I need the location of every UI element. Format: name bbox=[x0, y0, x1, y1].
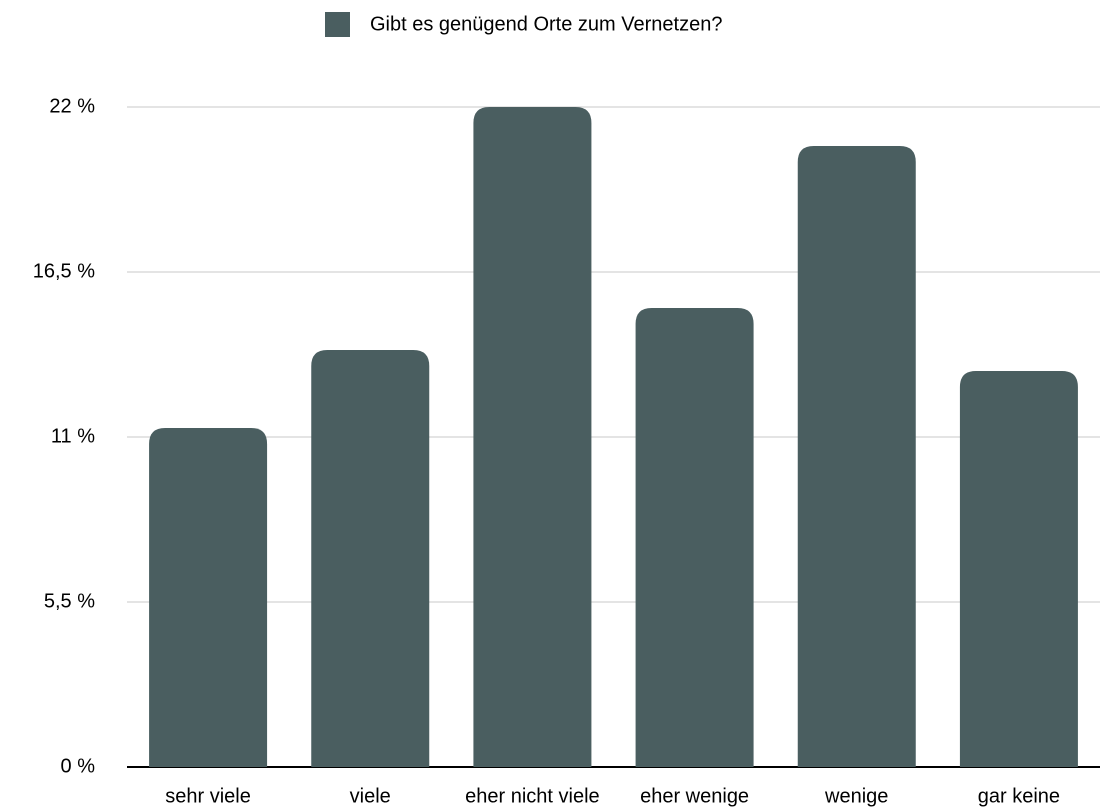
bar bbox=[959, 371, 1078, 767]
x-tick-label: wenige bbox=[824, 785, 888, 807]
bar bbox=[311, 350, 430, 767]
y-tick-label: 5,5 % bbox=[44, 590, 95, 612]
x-tick-label: gar keine bbox=[978, 785, 1060, 807]
bar bbox=[635, 308, 754, 767]
legend-label: Gibt es genügend Orte zum Vernetzen? bbox=[370, 13, 722, 35]
bar bbox=[149, 428, 268, 767]
x-tick-label: eher wenige bbox=[640, 785, 749, 807]
x-tick-label: sehr viele bbox=[165, 785, 251, 807]
bar bbox=[797, 146, 916, 767]
x-tick-label: eher nicht viele bbox=[465, 785, 600, 807]
y-tick-label: 22 % bbox=[49, 95, 95, 117]
y-tick-label: 0 % bbox=[61, 755, 96, 777]
legend-swatch bbox=[325, 12, 350, 37]
x-tick-label: viele bbox=[350, 785, 391, 807]
bar bbox=[473, 107, 592, 767]
y-tick-label: 11 % bbox=[51, 425, 95, 447]
y-tick-label: 16,5 % bbox=[33, 260, 95, 282]
